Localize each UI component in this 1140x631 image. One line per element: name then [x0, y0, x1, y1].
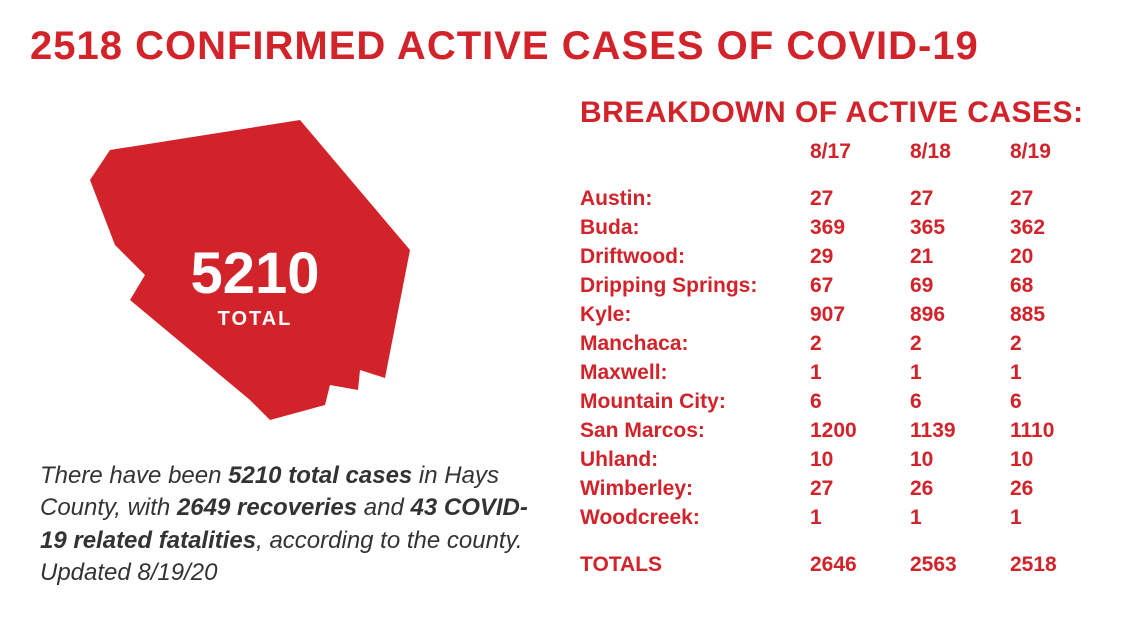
city-name: Wimberley:: [580, 475, 810, 504]
summary-recoveries: 2649 recoveries: [177, 494, 357, 521]
city-value: 2: [1010, 330, 1110, 359]
table-row: Mountain City:666: [580, 388, 1110, 417]
city-value: 2: [910, 330, 1010, 359]
city-name: Mountain City:: [580, 388, 810, 417]
city-name: Driftwood:: [580, 243, 810, 272]
table-row: Austin:272727: [580, 185, 1110, 214]
city-value: 26: [1010, 475, 1110, 504]
date-col-0: 8/17: [810, 138, 910, 167]
city-value: 1139: [910, 417, 1010, 446]
date-col-1: 8/18: [910, 138, 1010, 167]
city-value: 1: [910, 504, 1010, 533]
city-value: 369: [810, 214, 910, 243]
city-value: 6: [810, 388, 910, 417]
city-value: 27: [810, 185, 910, 214]
city-name: Manchaca:: [580, 330, 810, 359]
city-name: Uhland:: [580, 446, 810, 475]
table-row: Maxwell:111: [580, 359, 1110, 388]
city-name: Kyle:: [580, 301, 810, 330]
table-row: Woodcreek:111: [580, 504, 1110, 533]
city-value: 67: [810, 272, 910, 301]
table-row: Dripping Springs:676968: [580, 272, 1110, 301]
date-col-2: 8/19: [1010, 138, 1110, 167]
city-value: 1: [810, 504, 910, 533]
city-value: 21: [910, 243, 1010, 272]
city-value: 896: [910, 301, 1010, 330]
city-value: 26: [910, 475, 1010, 504]
total-cases-number: 5210: [160, 245, 350, 303]
city-value: 20: [1010, 243, 1110, 272]
city-value: 1: [1010, 359, 1110, 388]
totals-2: 2518: [1010, 551, 1110, 580]
table-row: Uhland:101010: [580, 446, 1110, 475]
city-value: 1: [810, 359, 910, 388]
city-value: 1: [1010, 504, 1110, 533]
city-value: 10: [1010, 446, 1110, 475]
totals-1: 2563: [910, 551, 1010, 580]
city-value: 6: [1010, 388, 1110, 417]
city-value: 907: [810, 301, 910, 330]
county-map: 5210 TOTAL: [90, 120, 430, 430]
city-value: 27: [810, 475, 910, 504]
totals-label: TOTALS: [580, 551, 810, 580]
city-name: Dripping Springs:: [580, 272, 810, 301]
total-label: TOTAL: [160, 308, 350, 331]
date-header-spacer: [580, 138, 810, 167]
breakdown-title: BREAKDOWN OF ACTIVE CASES:: [580, 96, 1084, 130]
city-name: Woodcreek:: [580, 504, 810, 533]
city-value: 29: [810, 243, 910, 272]
date-header-row: 8/17 8/18 8/19: [580, 138, 1110, 167]
city-value: 10: [910, 446, 1010, 475]
city-value: 68: [1010, 272, 1110, 301]
city-value: 6: [910, 388, 1010, 417]
city-value: 1: [910, 359, 1010, 388]
breakdown-table: 8/17 8/18 8/19 Austin:272727Buda:3693653…: [580, 138, 1110, 580]
headline: 2518 CONFIRMED ACTIVE CASES OF COVID-19: [30, 24, 1110, 69]
table-row: Buda:369365362: [580, 214, 1110, 243]
table-row: Manchaca:222: [580, 330, 1110, 359]
table-row: Wimberley:272626: [580, 475, 1110, 504]
city-value: 69: [910, 272, 1010, 301]
city-value: 10: [810, 446, 910, 475]
city-name: San Marcos:: [580, 417, 810, 446]
city-name: Maxwell:: [580, 359, 810, 388]
city-value: 885: [1010, 301, 1110, 330]
summary-total-cases: 5210 total cases: [228, 462, 412, 489]
city-name: Buda:: [580, 214, 810, 243]
totals-row: TOTALS 2646 2563 2518: [580, 551, 1110, 580]
city-value: 365: [910, 214, 1010, 243]
totals-0: 2646: [810, 551, 910, 580]
city-value: 1110: [1010, 417, 1110, 446]
table-row: Kyle:907896885: [580, 301, 1110, 330]
city-value: 362: [1010, 214, 1110, 243]
city-name: Austin:: [580, 185, 810, 214]
summary-prefix: There have been: [40, 462, 228, 489]
city-value: 2: [810, 330, 910, 359]
table-row: San Marcos:120011391110: [580, 417, 1110, 446]
city-value: 27: [1010, 185, 1110, 214]
summary-mid2: and: [357, 494, 410, 521]
city-value: 1200: [810, 417, 910, 446]
summary-text: There have been 5210 total cases in Hays…: [40, 460, 540, 590]
city-value: 27: [910, 185, 1010, 214]
table-row: Driftwood:292120: [580, 243, 1110, 272]
